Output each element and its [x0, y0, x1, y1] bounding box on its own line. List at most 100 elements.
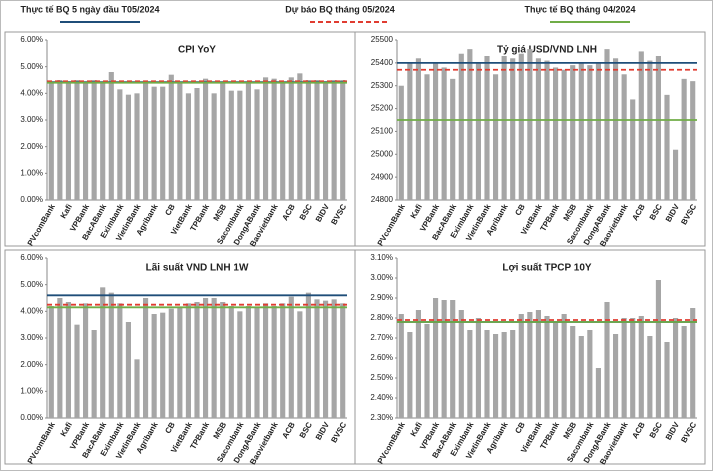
y-tick-label: 5.00%	[20, 62, 43, 71]
y-tick-label: 2.40%	[370, 393, 393, 402]
bar	[484, 56, 490, 200]
bar	[245, 306, 251, 418]
bar	[424, 74, 430, 200]
bar	[160, 312, 166, 418]
bar	[544, 316, 550, 418]
bar	[100, 82, 106, 200]
y-tick-label: 25200	[371, 104, 394, 113]
bar	[493, 74, 499, 200]
bar	[340, 80, 346, 200]
bar	[245, 82, 251, 200]
y-tick-label: 3.00%	[20, 115, 43, 124]
y-tick-label: 2.70%	[370, 333, 393, 342]
bar	[655, 280, 661, 418]
bar	[57, 80, 63, 200]
bar	[74, 324, 80, 418]
bar	[475, 62, 481, 200]
bar	[117, 303, 123, 418]
bar	[340, 303, 346, 418]
bar	[415, 58, 421, 201]
bar	[305, 80, 311, 200]
bar	[83, 303, 89, 418]
y-tick-label: 3.10%	[370, 253, 393, 262]
bar	[297, 73, 303, 200]
bar	[458, 53, 464, 200]
bar	[194, 88, 200, 200]
bar	[647, 336, 653, 418]
bar	[331, 299, 337, 418]
y-tick-label: 6.00%	[20, 253, 43, 262]
bar	[100, 287, 106, 418]
bar	[561, 314, 567, 418]
bar	[510, 330, 516, 418]
bar	[280, 303, 286, 418]
bar	[527, 49, 533, 201]
chart-title: CPI YoY	[178, 45, 216, 56]
y-tick-label: 2.30%	[370, 413, 393, 422]
bar	[570, 326, 576, 418]
y-tick-label: 24800	[371, 195, 394, 204]
bar	[587, 330, 593, 418]
bar	[203, 78, 209, 200]
y-tick-label: 1.00%	[20, 386, 43, 395]
bar	[263, 77, 269, 200]
bar	[613, 334, 619, 418]
bar	[237, 90, 243, 200]
bar	[48, 306, 54, 418]
bar	[74, 80, 80, 200]
bar	[673, 318, 679, 418]
bar	[168, 74, 174, 200]
bar	[450, 300, 456, 418]
bar	[48, 82, 54, 200]
bar	[398, 314, 404, 418]
bar	[535, 310, 541, 418]
bar	[185, 303, 191, 418]
bar	[501, 56, 507, 200]
bar	[143, 82, 149, 200]
bar	[415, 310, 421, 418]
bar	[647, 60, 653, 201]
bar	[134, 359, 140, 418]
y-tick-label: 2.00%	[20, 360, 43, 369]
bar	[664, 94, 670, 200]
bar	[681, 326, 687, 418]
bar	[185, 93, 191, 200]
bar	[323, 300, 329, 418]
bar	[117, 89, 123, 200]
bar	[211, 93, 217, 200]
bar	[561, 69, 567, 200]
bar	[194, 302, 200, 418]
y-tick-label: 2.50%	[370, 373, 393, 382]
y-tick-label: 0.00%	[20, 413, 43, 422]
bar	[441, 300, 447, 418]
y-tick-label: 3.00%	[370, 273, 393, 282]
bar	[254, 307, 260, 418]
bar	[203, 298, 209, 418]
bar	[134, 93, 140, 200]
y-tick-label: 2.00%	[20, 142, 43, 151]
bar	[228, 306, 234, 418]
bar	[220, 302, 226, 418]
bar	[407, 62, 413, 200]
bar	[535, 58, 541, 201]
chart-title: Tỷ giá USD/VND LNH	[497, 45, 597, 56]
bar	[263, 303, 269, 418]
bar	[220, 82, 226, 200]
bar	[595, 62, 601, 200]
bar	[211, 298, 217, 418]
bar	[288, 296, 294, 418]
y-tick-label: 25400	[371, 58, 394, 67]
y-tick-label: 25500	[371, 35, 394, 44]
bar	[467, 330, 473, 418]
bar	[254, 89, 260, 200]
bar	[91, 330, 97, 418]
bar	[91, 80, 97, 200]
bar	[527, 312, 533, 418]
bar	[177, 82, 183, 200]
bar	[57, 298, 63, 418]
bar	[433, 298, 439, 418]
bar	[424, 324, 430, 418]
bar	[143, 298, 149, 418]
bar	[125, 94, 131, 200]
